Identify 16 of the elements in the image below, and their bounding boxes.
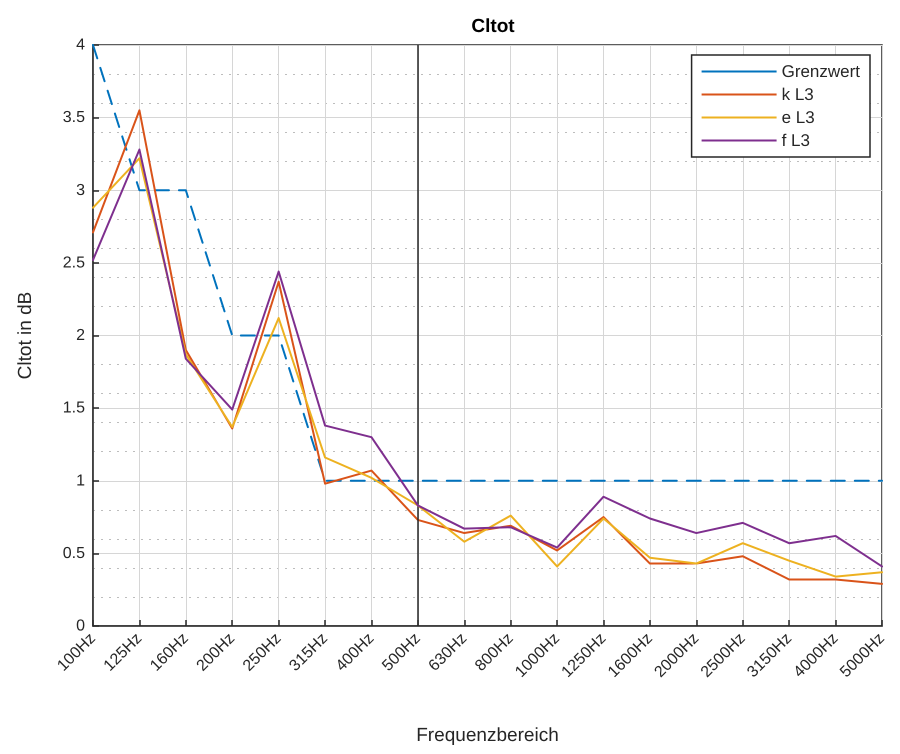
legend-label: e L3 <box>782 108 815 127</box>
y-tick-label: 2.5 <box>62 254 86 272</box>
y-tick-label: 4 <box>76 36 86 54</box>
y-tick-label: 3 <box>76 182 86 199</box>
legend-label: k L3 <box>782 85 814 104</box>
y-tick-label: 0.5 <box>62 544 86 562</box>
x-axis-title: Frequenzbereich <box>416 725 559 746</box>
y-tick-label: 1 <box>76 472 86 490</box>
y-tick-label: 2 <box>76 327 86 344</box>
y-tick-label: 3.5 <box>62 109 86 126</box>
legend-label: Grenzwert <box>782 62 860 81</box>
chart-title: Cltot <box>471 16 516 37</box>
legend-label: f L3 <box>782 131 810 150</box>
y-axis-title: Cltot in dB <box>15 292 36 380</box>
y-tick-label: 0 <box>76 618 86 634</box>
y-tick-label: 1.5 <box>62 400 86 417</box>
